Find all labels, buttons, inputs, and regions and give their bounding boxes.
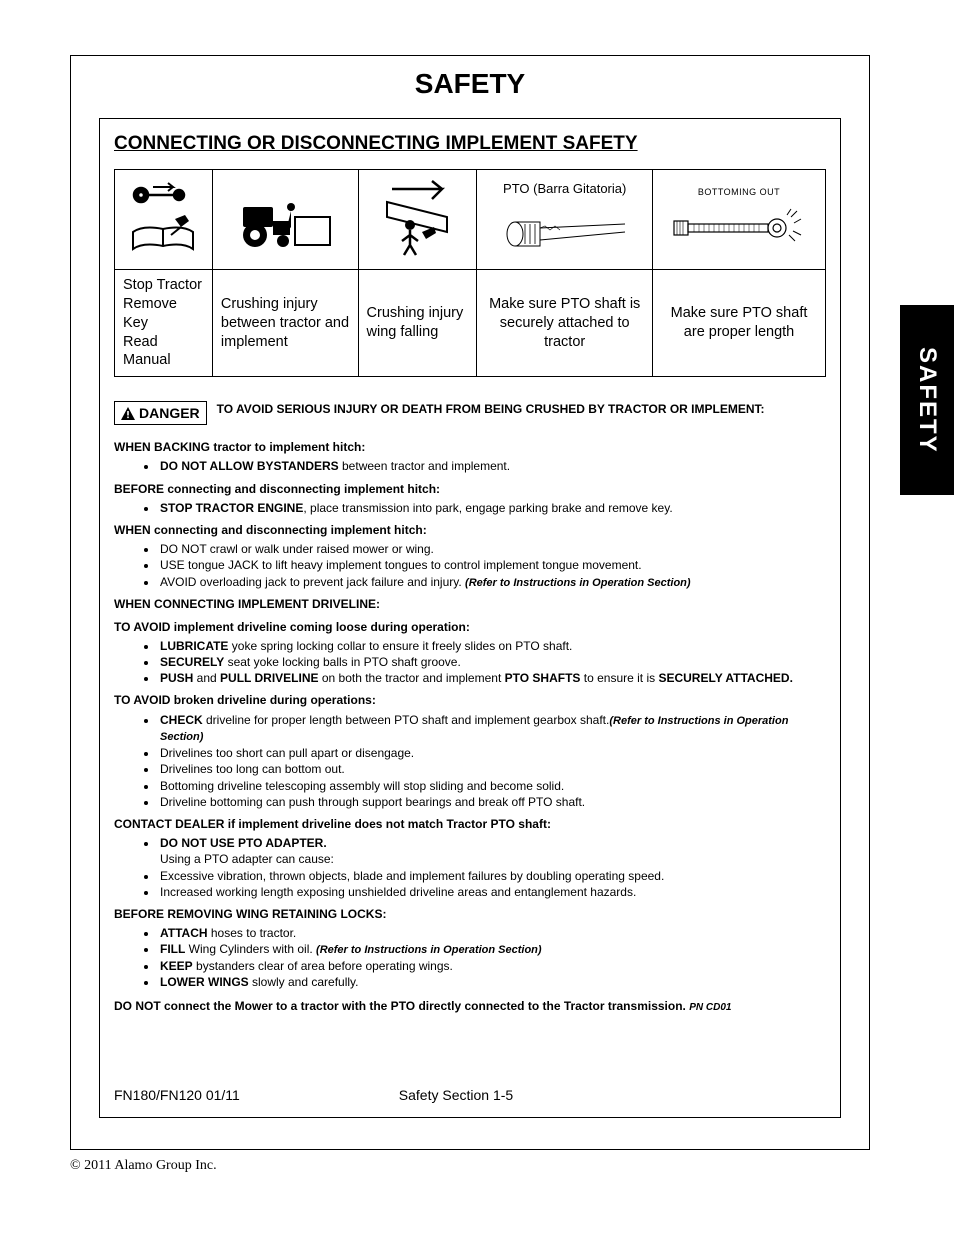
caption-2: Crushing injury between tractor and impl… [212, 270, 358, 377]
danger-row: DANGER TO AVOID SERIOUS INJURY OR DEATH … [114, 401, 826, 425]
t: DO NOT ALLOW BYSTANDERS [160, 459, 339, 473]
side-tab-label: SAFETY [913, 347, 941, 454]
caption-1: Stop Tractor Remove Key Read Manual [115, 270, 213, 377]
t: STOP TRACTOR ENGINE [160, 501, 303, 515]
t: BEFORE REMOVING WING RETAINING LOCKS: [114, 906, 826, 922]
safety-icon-table: PTO (Barra Gitatoria) BOTTOMING OUT [114, 169, 826, 377]
t: connecting and disconnecting implement h… [164, 482, 440, 496]
footer-row: FN180/FN120 01/11 Safety Section 1-5 [114, 1087, 826, 1103]
t: KEEP [160, 959, 193, 973]
t: slowly and carefully. [249, 975, 359, 989]
t: seat yoke locking balls in PTO shaft gro… [224, 655, 461, 669]
t: USE tongue JACK to lift heavy implement … [158, 557, 826, 573]
t: tractor to implement hitch: [210, 440, 365, 454]
t: TO AVOID [114, 620, 170, 634]
caption-3: Crushing injury wing falling [358, 270, 477, 377]
t: DO NOT USE PTO ADAPTER. [160, 836, 327, 850]
t: Excessive vibration, thrown objects, bla… [158, 868, 826, 884]
t: WHEN [114, 523, 151, 537]
copyright: © 2011 Alamo Group Inc. [70, 1158, 217, 1174]
caption-5: Make sure PTO shaft are proper length [653, 270, 826, 377]
t: (Refer to Instructions in Operation Sect… [316, 944, 542, 956]
t: on both the tractor and implement [319, 671, 505, 685]
t: SECURELY ATTACHED. [658, 671, 792, 685]
t: ATTACH [160, 926, 208, 940]
t: PTO SHAFTS [505, 671, 581, 685]
footer-left: FN180/FN120 01/11 [114, 1087, 399, 1103]
t: CHECK [160, 713, 203, 727]
t: yoke spring locking collar to ensure it … [228, 639, 572, 653]
t: between tractor and implement. [339, 459, 510, 473]
icon-cell-5: BOTTOMING OUT [653, 170, 826, 270]
t: BEFORE [114, 482, 164, 496]
t: bystanders clear of area before operatin… [193, 959, 453, 973]
warning-triangle-icon [121, 407, 135, 420]
t: CONTACT DEALER [114, 817, 224, 831]
pto-label: PTO (Barra Gitatoria) [485, 181, 644, 198]
t: WHEN CONNECTING IMPLEMENT DRIVELINE: [114, 596, 826, 612]
part-number: PN CD01 [689, 1002, 731, 1013]
caption-4: Make sure PTO shaft is securely attached… [477, 270, 653, 377]
t: Drivelines too long can bottom out. [158, 761, 826, 777]
t: TO AVOID [114, 693, 170, 707]
t: implement driveline coming loose during … [170, 620, 469, 634]
t: and [193, 671, 220, 685]
t: Bottoming driveline telescoping assembly… [158, 778, 826, 794]
content-box: CONNECTING OR DISCONNECTING IMPLEMENT SA… [99, 118, 841, 1118]
t: connecting and disconnecting implement h… [151, 523, 427, 537]
icon-cell-4: PTO (Barra Gitatoria) [477, 170, 653, 270]
crushing-tractor-icon [235, 177, 335, 257]
danger-badge: DANGER [114, 401, 207, 425]
bottoming-out-icon [669, 207, 809, 247]
wing-falling-icon [372, 177, 462, 257]
t: Drivelines too short can pull apart or d… [158, 745, 826, 761]
t: (Refer to Instructions in Operation Sect… [465, 577, 691, 589]
t: , place transmission into park, engage p… [303, 501, 672, 515]
t: Increased working length exposing unshie… [158, 884, 826, 900]
icon-cell-1 [115, 170, 213, 270]
t: driveline for proper length between PTO … [203, 713, 610, 727]
t: PUSH [160, 671, 193, 685]
side-tab: SAFETY [900, 305, 954, 495]
footer-center: Safety Section 1-5 [399, 1087, 684, 1103]
pto-shaft-icon [500, 204, 630, 254]
body-text: WHEN BACKING tractor to implement hitch:… [114, 439, 826, 1015]
t: DO NOT connect the Mower to a tractor wi… [114, 999, 689, 1013]
section-heading: CONNECTING OR DISCONNECTING IMPLEMENT SA… [114, 133, 826, 155]
t: Wing Cylinders with oil. [185, 942, 316, 956]
t: FILL [160, 942, 185, 956]
t: PULL DRIVELINE [220, 671, 318, 685]
page-title: SAFETY [71, 68, 869, 100]
danger-text: TO AVOID SERIOUS INJURY OR DEATH FROM BE… [217, 401, 826, 418]
t: WHEN BACKING [114, 440, 210, 454]
t: broken driveline during operations: [170, 693, 375, 707]
t: to ensure it is [580, 671, 658, 685]
danger-label: DANGER [139, 405, 200, 421]
t: LOWER WINGS [160, 975, 249, 989]
t: Using a PTO adapter can cause: [160, 852, 334, 866]
t: hoses to tractor. [208, 926, 297, 940]
t: Driveline bottoming can push through sup… [158, 794, 826, 810]
icon-cell-3 [358, 170, 477, 270]
t: AVOID overloading jack to prevent jack f… [160, 575, 465, 589]
t: SECURELY [160, 655, 224, 669]
page-frame: SAFETY CONNECTING OR DISCONNECTING IMPLE… [70, 55, 870, 1150]
key-manual-icon [123, 177, 203, 257]
t: if implement driveline does not match Tr… [224, 817, 551, 831]
bottoming-label: BOTTOMING OUT [661, 187, 817, 199]
t: LUBRICATE [160, 639, 228, 653]
t: DO NOT crawl or walk under raised mower … [158, 541, 826, 557]
icon-cell-2 [212, 170, 358, 270]
